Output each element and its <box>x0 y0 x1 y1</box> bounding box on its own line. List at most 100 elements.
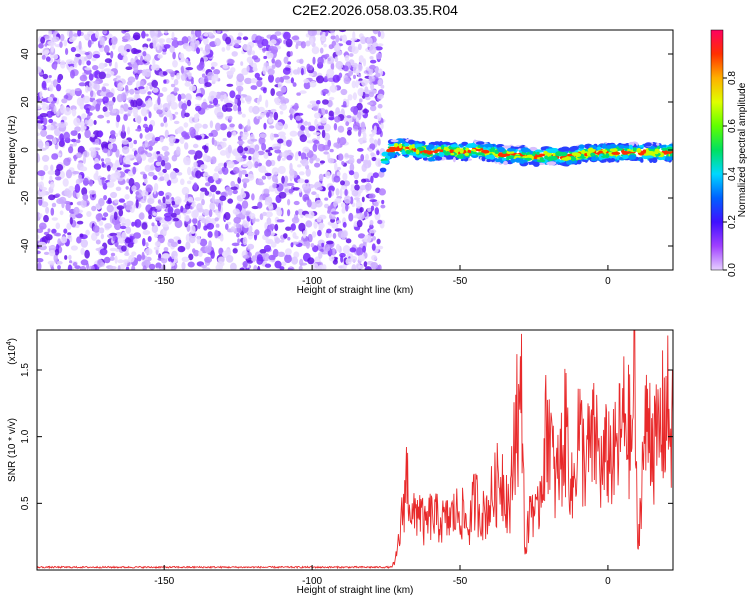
noise-blob <box>242 254 250 259</box>
noise-blob <box>204 44 211 53</box>
noise-blob <box>154 232 159 238</box>
noise-blob <box>345 121 350 127</box>
noise-blob <box>52 61 58 65</box>
noise-blob <box>117 259 124 264</box>
noise-blob <box>148 111 152 119</box>
noise-blob <box>211 77 215 82</box>
noise-blob <box>241 178 250 184</box>
noise-blob <box>317 186 323 191</box>
noise-blob <box>79 74 88 82</box>
noise-blob <box>380 30 385 39</box>
spectrogram-image <box>37 30 673 270</box>
noise-blob <box>226 70 234 76</box>
colorbar-tick-label: 0.2 <box>727 215 738 229</box>
signal-blob <box>649 157 653 163</box>
noise-blob <box>357 131 362 137</box>
signal-blob <box>405 149 411 155</box>
noise-blob <box>268 74 274 83</box>
colorbar: 0.0 0.2 0.4 0.6 0.8 Normalized spectral ampl… <box>710 29 748 277</box>
noise-blob <box>376 238 381 245</box>
noise-blob <box>348 53 354 57</box>
noise-blob <box>357 254 366 262</box>
noise-blob <box>71 108 77 117</box>
noise-blob <box>287 182 295 187</box>
noise-blob <box>321 242 325 247</box>
noise-blob <box>103 148 109 154</box>
noise-blob <box>45 134 54 140</box>
noise-blob <box>99 36 104 46</box>
noise-blob <box>218 146 222 150</box>
noise-blob <box>370 105 377 112</box>
noise-blob <box>142 238 146 247</box>
noise-blob <box>106 120 111 124</box>
noise-blob <box>125 266 130 270</box>
signal-blob <box>577 156 586 159</box>
noise-blob <box>194 154 198 161</box>
noise-blob <box>219 235 224 242</box>
noise-blob <box>259 213 264 221</box>
signal-blob <box>415 149 420 155</box>
noise-blob <box>263 152 269 159</box>
signal-blob <box>390 152 395 159</box>
noise-blob <box>335 188 340 196</box>
noise-blob <box>50 126 55 131</box>
noise-blob <box>298 171 305 176</box>
noise-blob <box>176 146 181 155</box>
noise-blob <box>253 265 258 270</box>
noise-blob <box>102 106 108 113</box>
noise-blob <box>360 154 365 162</box>
noise-blob <box>157 155 162 163</box>
noise-blob <box>163 247 169 252</box>
noise-blob <box>376 150 380 156</box>
noise-blob <box>159 176 165 182</box>
noise-blob <box>53 63 57 71</box>
signal-blob <box>550 156 558 161</box>
noise-blob <box>76 220 84 225</box>
noise-blob <box>119 217 126 223</box>
noise-blob <box>171 39 179 48</box>
noise-blob <box>122 103 129 112</box>
noise-blob <box>95 239 101 245</box>
noise-blob <box>279 110 284 115</box>
signal-blob <box>608 151 613 156</box>
noise-blob <box>355 213 360 218</box>
signal-blob <box>601 149 608 153</box>
noise-blob <box>250 85 258 90</box>
noise-blob <box>53 253 58 263</box>
noise-blob <box>381 199 385 205</box>
colorbar-tick-label: 0.0 <box>727 263 738 277</box>
noise-blob <box>209 202 215 212</box>
noise-blob <box>283 233 288 239</box>
noise-blob <box>61 116 68 121</box>
noise-blob <box>247 119 251 127</box>
noise-blob <box>233 216 241 224</box>
signal-blob <box>486 158 492 163</box>
signal-blob <box>622 154 629 160</box>
noise-blob <box>237 176 242 184</box>
noise-blob <box>123 259 128 267</box>
noise-blob <box>135 74 139 80</box>
noise-blob <box>283 123 289 130</box>
noise-blob <box>294 152 299 161</box>
noise-blob <box>230 262 237 270</box>
noise-blob <box>70 245 78 251</box>
signal-blob <box>535 150 545 153</box>
noise-blob <box>342 34 347 43</box>
noise-blob <box>67 232 72 236</box>
noise-blob <box>86 211 92 217</box>
noise-blob <box>301 183 310 190</box>
signal-blob <box>485 154 493 160</box>
noise-blob <box>292 187 301 191</box>
noise-blob <box>219 150 227 156</box>
noise-blob <box>85 85 89 93</box>
signal-blob <box>598 150 603 154</box>
noise-blob <box>223 212 231 221</box>
signal-blob <box>598 153 604 160</box>
noise-blob <box>131 251 137 256</box>
noise-blob <box>190 225 196 235</box>
noise-blob <box>126 200 134 206</box>
noise-blob <box>271 64 276 70</box>
noise-blob <box>63 39 68 47</box>
noise-blob <box>128 177 135 187</box>
noise-blob <box>50 266 55 270</box>
